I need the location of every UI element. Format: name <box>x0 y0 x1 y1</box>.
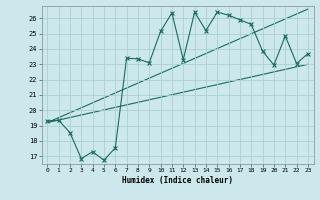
X-axis label: Humidex (Indice chaleur): Humidex (Indice chaleur) <box>122 176 233 185</box>
